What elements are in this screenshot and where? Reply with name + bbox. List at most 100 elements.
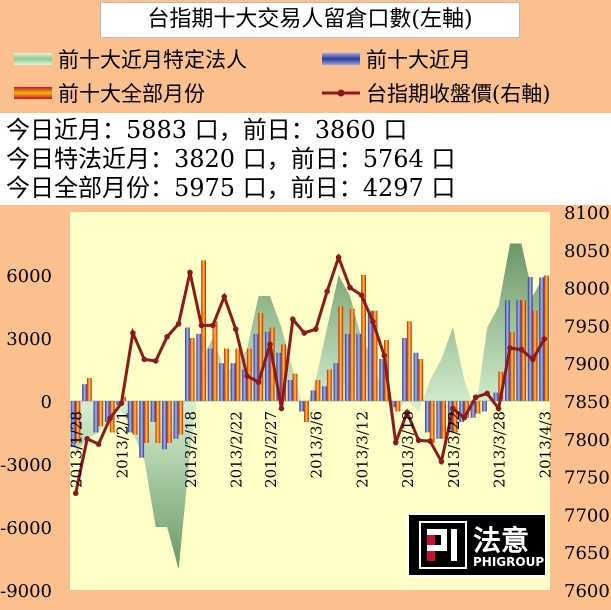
close-price-point (267, 341, 273, 348)
close-price-point (255, 379, 262, 385)
stats-panel: 今日近月：5883 口，前日：3860 口 今日特法近月：3820 口，前日：5… (0, 113, 611, 205)
y-right-tick-label: 8100 (564, 203, 610, 224)
close-price-point (95, 441, 102, 447)
phigroup-logo: 法意 PHIGROUP (407, 513, 547, 577)
x-tick-label: 2013/3/12 (353, 411, 371, 488)
x-tick-label: 2013/2/18 (182, 411, 200, 488)
bar-all-months (144, 401, 149, 443)
close-price-point (290, 316, 296, 323)
bar-all-months (224, 348, 229, 401)
bar-near-month (527, 277, 533, 401)
close-price-point (472, 394, 479, 401)
legend-item-near-month: 前十大近月 (322, 43, 471, 75)
y-right-tick-label: 7750 (564, 468, 610, 489)
bar-all-months (75, 401, 81, 443)
x-tick-label: 2013/3/22 (445, 411, 463, 488)
y-left-tick-label: 6000 (6, 266, 52, 287)
bar-near-month (253, 333, 259, 401)
y-right-tick-label: 7700 (564, 505, 610, 526)
close-price-point (72, 490, 79, 497)
x-tick-label: 2013/3/28 (491, 411, 509, 488)
bar-all-months (464, 401, 469, 418)
bar-near-month (264, 331, 270, 401)
legend-label-institutional: 前十大近月特定法人 (58, 48, 247, 72)
bar-near-month (436, 401, 442, 439)
bar-near-month (470, 401, 476, 418)
close-price-point (232, 326, 239, 332)
y-right-tick-label: 7800 (564, 430, 610, 451)
y-right-tick-label: 7900 (564, 354, 610, 375)
bar-all-months (258, 312, 264, 401)
legend-label-close-price: 台指期收盤價(右軸) (366, 82, 551, 106)
close-price-point (244, 373, 250, 379)
bar-near-month (173, 401, 179, 439)
close-price-point (427, 438, 433, 444)
bar-all-months (349, 308, 355, 401)
close-price-point (335, 254, 342, 261)
x-tick-label: 2013/4/3 (536, 411, 554, 478)
y-right-tick-label: 7850 (564, 392, 610, 413)
close-price-point (358, 292, 365, 298)
legend-swatch-near-month (322, 53, 360, 65)
close-price-point (210, 322, 216, 329)
close-price-point (461, 414, 468, 421)
stat-institutional: 今日特法近月：3820 口，前日：5764 口 (6, 145, 456, 173)
bar-near-month (310, 390, 316, 401)
bar-all-months (235, 348, 241, 401)
bar-near-month (344, 333, 350, 401)
close-price-point (118, 400, 125, 407)
bar-all-months (475, 401, 481, 414)
x-tick-label: 2013/2/22 (228, 411, 246, 488)
bar-all-months (86, 377, 92, 401)
bar-near-month (276, 352, 282, 401)
bar-all-months (338, 306, 344, 401)
y-left-tick-label: 3000 (6, 329, 52, 350)
bar-near-month (482, 401, 487, 412)
bar-all-months (166, 401, 172, 443)
close-price-point (141, 356, 148, 363)
bar-near-month (493, 392, 499, 401)
bar-all-months (418, 359, 424, 401)
y-left-tick-label: -9000 (0, 581, 52, 602)
bar-all-months (406, 321, 412, 401)
close-price-point (152, 358, 159, 364)
close-price-point (381, 352, 388, 359)
bar-near-month (150, 401, 156, 422)
bar-near-month (367, 310, 373, 401)
close-price-point (484, 390, 490, 397)
close-price-point (541, 336, 548, 342)
y-left-tick-label: -3000 (0, 455, 52, 476)
close-price-point (347, 284, 353, 291)
close-price-point (221, 293, 228, 300)
bar-all-months (315, 380, 321, 401)
close-price-point (278, 405, 285, 412)
legend-label-near-month: 前十大近月 (366, 48, 471, 72)
bar-near-month (379, 359, 385, 401)
bar-near-month (93, 401, 99, 433)
close-price-point (312, 326, 319, 332)
stat-near-month: 今日近月：5883 口，前日：3860 口 (6, 116, 408, 144)
legend-item-institutional: 前十大近月特定法人 (14, 43, 247, 75)
chart-title: 台指期十大交易人留倉口數(左軸) (100, 2, 520, 38)
bar-all-months (395, 401, 401, 412)
y-left-tick-label: -6000 (0, 518, 52, 539)
bar-near-month (402, 338, 407, 401)
legend-label-all-months: 前十大全部月份 (58, 82, 205, 106)
legend-swatch-all-months (14, 87, 52, 99)
y-right-tick-label: 8050 (564, 241, 610, 262)
close-price-point (507, 345, 513, 351)
bar-all-months (441, 401, 446, 439)
logo-mark-icon (419, 521, 467, 569)
legend-swatch-institutional (14, 53, 52, 65)
close-price-point (518, 346, 525, 353)
legend-swatch-close-price (322, 89, 360, 97)
bar-near-month (207, 348, 213, 401)
bar-near-month (127, 401, 133, 433)
bar-near-month (230, 363, 236, 401)
y-right-tick-label: 8000 (564, 279, 610, 300)
bar-all-months (429, 401, 435, 443)
bar-near-month (139, 401, 145, 458)
bar-near-month (322, 386, 327, 401)
close-price-point (450, 405, 456, 412)
